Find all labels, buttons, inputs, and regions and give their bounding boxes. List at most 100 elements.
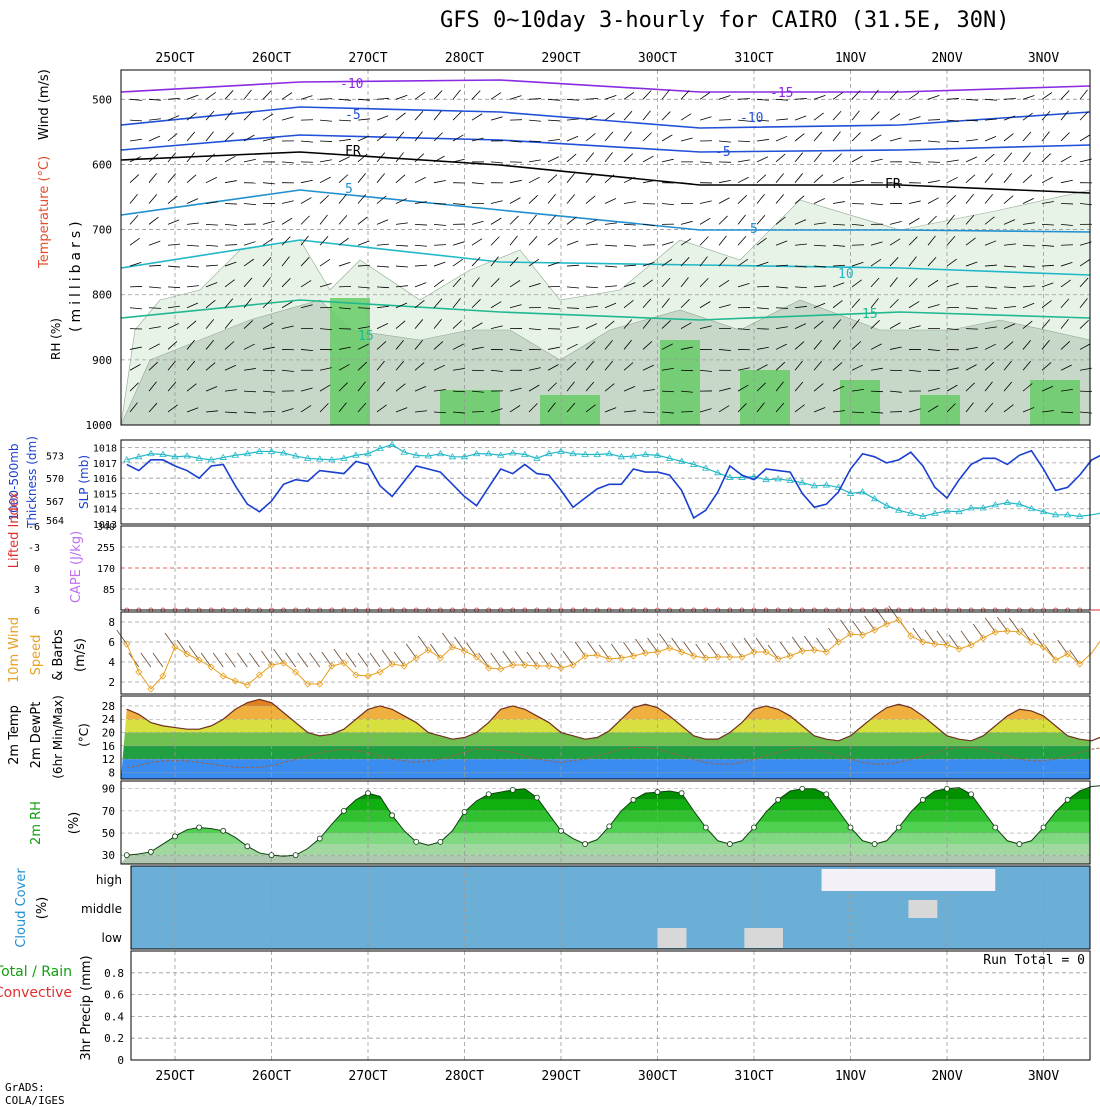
upper-wind-barb-343 — [529, 236, 537, 245]
surface-wind-barb-2 — [141, 653, 151, 667]
rh-point-6 — [197, 825, 202, 830]
upper-wind-barb-453 — [662, 204, 674, 205]
upper-wind-barb-376 — [567, 265, 579, 266]
rh-label-b: (%) — [67, 812, 82, 835]
upper-wind-barb-311 — [491, 237, 499, 246]
upper-wind-barb-354 — [548, 139, 560, 141]
upper-wind-barb-182 — [339, 215, 347, 224]
upper-wind-barb-166 — [320, 215, 327, 224]
surface-wind-barb-62 — [865, 616, 875, 630]
upper-wind-barb-231 — [396, 245, 408, 246]
upper-wind-barb-134 — [282, 218, 292, 224]
date-label-top-3: 28OCT — [445, 51, 484, 66]
surface-wind-barb-39 — [587, 641, 597, 655]
upper-wind-barb-163 — [320, 160, 332, 162]
surface-wind-barb-48 — [696, 644, 706, 658]
upper-wind-barb-387 — [586, 153, 594, 162]
upper-wind-barb-377 — [567, 287, 579, 288]
upper-wind-barb-676 — [928, 180, 940, 182]
upper-wind-barb-131 — [282, 162, 294, 163]
precip-label-total: Total / Rain — [0, 964, 72, 980]
rh-point-46 — [679, 791, 684, 796]
upper-wind-barb-4 — [130, 175, 139, 183]
rh-point-36 — [559, 828, 564, 833]
wind-label-c: & Barbs — [51, 629, 66, 681]
upper-wind-barb-547 — [776, 154, 785, 162]
thickness-tick-1: 570 — [46, 474, 64, 485]
upper-wind-barb-303 — [472, 411, 484, 412]
lifted-axis-label: Lifted Index — [7, 491, 22, 568]
surface-wind-barb-32 — [503, 651, 513, 665]
slp-tick-0: 1018 — [93, 444, 117, 455]
upper-wind-barb-579 — [814, 153, 822, 162]
surface-wind-barb-11 — [249, 653, 259, 667]
precip-tick-1: 0.6 — [104, 989, 124, 1002]
isotherm-0 — [121, 80, 1090, 92]
upper-wind-barb-533 — [757, 194, 765, 203]
temp-tick-0: 28 — [102, 700, 115, 713]
upper-wind-barb-10 — [130, 308, 142, 309]
upper-wind-barb-549 — [776, 194, 784, 203]
upper-wind-barb-625 — [871, 112, 879, 121]
rh-label-a: 2m RH — [29, 801, 44, 845]
upper-wind-barb-424 — [624, 265, 636, 266]
upper-wind-barb-481 — [700, 117, 712, 120]
upper-wind-barb-81 — [225, 111, 232, 120]
rh-point-16 — [317, 836, 322, 841]
temp-band-2 — [121, 746, 1090, 759]
upper-wind-barb-212 — [377, 173, 385, 182]
upper-wind-barb-150 — [301, 216, 309, 224]
wind-tick-3: 2 — [108, 676, 115, 689]
rh-band-4 — [121, 811, 1090, 822]
upper-wind-barb-436 — [643, 180, 655, 182]
upper-wind-barb-326 — [510, 216, 519, 224]
upper-wind-barb-248 — [415, 265, 427, 266]
upper-wind-barb-483 — [700, 162, 712, 163]
date-label-bottom-6: 31OCT — [734, 1069, 773, 1084]
isotherm-label-0: -15 — [770, 86, 793, 101]
rh-tick-1: 70 — [102, 805, 115, 818]
rh-tick-3: 30 — [102, 849, 115, 862]
temp-tick-2: 20 — [102, 727, 115, 740]
rh-point-54 — [776, 797, 781, 802]
upper-wind-barb-787 — [1061, 156, 1071, 162]
date-label-bottom-4: 29OCT — [541, 1069, 580, 1084]
upper-wind-barb-356 — [548, 175, 557, 183]
upper-wind-barb-788 — [1061, 180, 1073, 182]
upper-wind-barb-375 — [567, 241, 578, 245]
upper-wind-barb-564 — [795, 173, 803, 182]
upper-wind-barb-309 — [491, 201, 503, 204]
isotherm-label-4: -5 — [715, 145, 731, 160]
temp-label-c: (6hr Min/Max) — [51, 695, 65, 779]
upper-wind-barb-225 — [396, 113, 406, 120]
upper-wind-barb-295 — [472, 239, 482, 246]
date-label-bottom-2: 27OCT — [348, 1069, 387, 1084]
surface-wind-barb-26 — [430, 644, 440, 658]
thickness-tick-2: 567 — [46, 497, 64, 508]
upper-wind-barb-22 — [149, 217, 159, 224]
rh-point-78 — [1065, 797, 1070, 802]
upper-wind-barb-280 — [453, 259, 463, 266]
date-label-top-6: 31OCT — [734, 51, 773, 66]
upper-wind-barb-389 — [586, 196, 595, 204]
rh-point-44 — [655, 790, 660, 795]
upper-wind-barb-741 — [1004, 196, 1013, 204]
upper-wind-barb-417 — [624, 111, 632, 120]
upper-wind-barb-800 — [1080, 90, 1087, 99]
lifted-tick-1: -3 — [28, 543, 40, 554]
upper-wind-barb-593 — [833, 111, 841, 120]
cloud-level-middle: middle — [81, 902, 122, 916]
upper-wind-barb-242 — [415, 132, 423, 141]
upper-wind-barb-487 — [700, 237, 708, 246]
rh-point-76 — [1041, 825, 1046, 830]
upper-wind-barb-0 — [130, 99, 142, 100]
upper-wind-barb-576 — [814, 95, 825, 99]
upper-wind-barb-83 — [225, 156, 236, 162]
rh-point-74 — [1017, 842, 1022, 847]
date-label-bottom-7: 1NOV — [835, 1069, 866, 1084]
surface-wind-barb-34 — [527, 652, 537, 666]
upper-wind-barb-610 — [852, 133, 861, 141]
upper-wind-barb-247 — [415, 245, 427, 246]
rh-point-14 — [293, 853, 298, 858]
